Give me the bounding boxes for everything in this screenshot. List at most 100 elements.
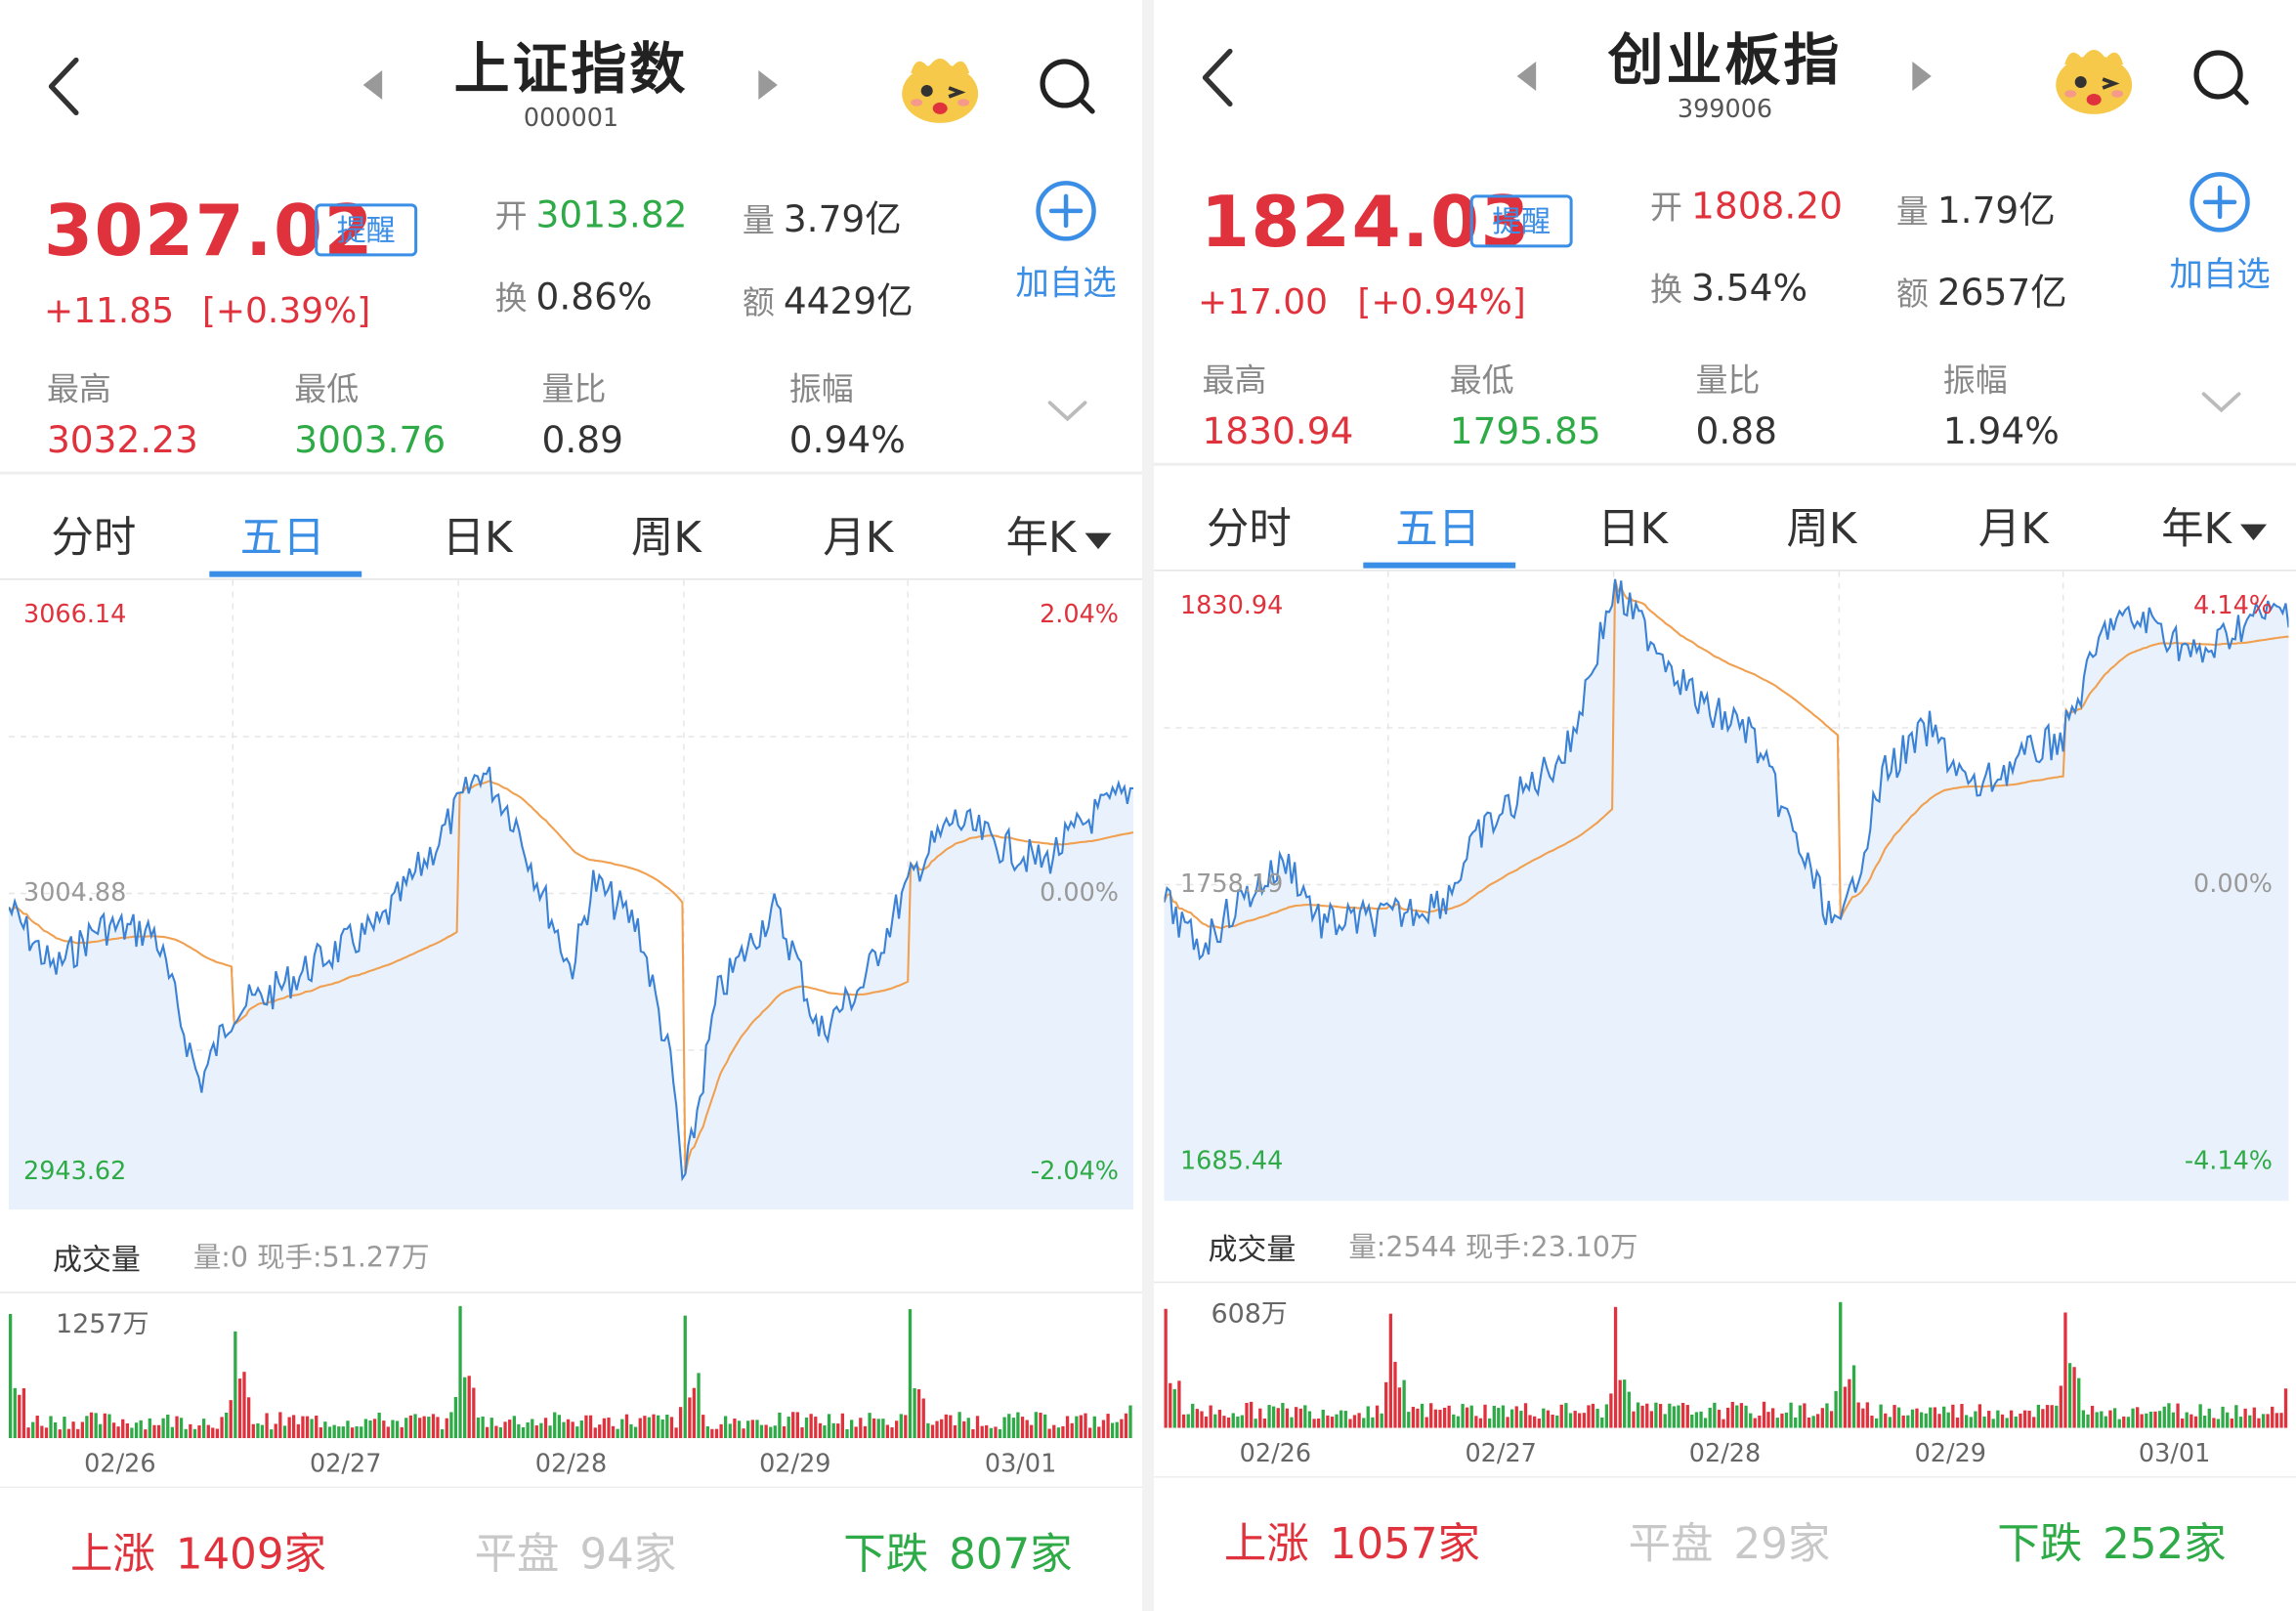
sub-stat-high-value: 1830.94	[1202, 409, 1354, 453]
tab-weekly-k[interactable]: 周K	[630, 512, 702, 563]
volume-bar	[607, 1417, 611, 1439]
volume-bar	[1231, 1413, 1235, 1428]
volume-bar	[1856, 1402, 1860, 1428]
volume-bar	[246, 1397, 251, 1439]
volume-bar	[593, 1427, 597, 1439]
tab-monthly-k[interactable]: 月K	[823, 512, 894, 563]
volume-bar	[2238, 1417, 2243, 1428]
tab-intraday[interactable]: 分时	[51, 512, 137, 563]
price-chart[interactable]	[1164, 571, 2289, 1202]
price-change-pct: [+0.39%]	[201, 289, 371, 331]
volume-bar	[152, 1424, 156, 1439]
volume-bar	[913, 1387, 916, 1439]
back-arrow-icon[interactable]	[44, 56, 85, 117]
chart-mid-right-label: 0.00%	[2193, 869, 2274, 900]
volume-bar	[1362, 1418, 1366, 1428]
volume-bar	[1456, 1416, 1461, 1428]
volume-bar	[1942, 1406, 1946, 1428]
volume-bar	[2059, 1385, 2062, 1428]
sub-stat-low-label: 最低	[294, 371, 360, 409]
volume-bar	[2104, 1416, 2107, 1428]
volume-bar	[2136, 1407, 2140, 1428]
tab-weekly-k[interactable]: 周K	[1786, 503, 1857, 554]
stat-volume: 量 3.79亿	[742, 197, 902, 240]
volume-bar	[2036, 1404, 2041, 1428]
price-line	[1164, 578, 2289, 961]
add-watchlist-button[interactable]: 加自选	[2161, 170, 2278, 296]
volume-bar	[386, 1426, 390, 1439]
chart-top-right-label: 2.04%	[1040, 600, 1120, 630]
volume-bar	[1236, 1416, 1240, 1428]
volume-bar	[350, 1427, 355, 1439]
price-chart[interactable]	[8, 579, 1134, 1210]
tab-five-day[interactable]: 五日	[1395, 503, 1481, 554]
prev-index-icon[interactable]	[362, 69, 383, 100]
chevron-down-icon[interactable]	[2199, 390, 2243, 422]
mascot-icon[interactable]	[896, 47, 984, 132]
tab-monthly-k[interactable]: 月K	[1977, 503, 2049, 554]
volume-bar	[1829, 1411, 1834, 1428]
active-tab-indicator	[1363, 562, 1516, 569]
volume-bar	[598, 1424, 602, 1439]
volume-bar	[498, 1427, 503, 1439]
alert-button[interactable]: 提醒	[1469, 194, 1573, 248]
volume-bar	[624, 1414, 629, 1439]
volume-bar	[1771, 1408, 1775, 1428]
unchanged-count: 平盘 29家	[1628, 1518, 1831, 1569]
volume-bar	[1749, 1413, 1753, 1428]
volume-bar	[1181, 1414, 1186, 1428]
volume-bar	[139, 1420, 143, 1439]
volume-bar	[831, 1422, 835, 1439]
volume-bar	[697, 1373, 701, 1439]
next-index-icon[interactable]	[1912, 61, 1932, 91]
tab-yearly-k[interactable]: 年K	[978, 504, 1139, 566]
volume-bar	[1780, 1413, 1784, 1428]
back-arrow-icon[interactable]	[1198, 47, 1239, 108]
volume-bar	[99, 1423, 103, 1439]
tab-yearly-k[interactable]: 年K	[2134, 495, 2295, 557]
mascot-icon[interactable]	[2050, 38, 2138, 123]
volume-bar	[534, 1425, 538, 1439]
volume-bar	[1523, 1403, 1528, 1428]
volume-bar	[2185, 1412, 2189, 1428]
volume-bar	[1052, 1424, 1056, 1439]
volume-bar	[1271, 1406, 1276, 1428]
volume-bar	[660, 1419, 664, 1439]
alert-button[interactable]: 提醒	[315, 203, 418, 257]
volume-bar	[2275, 1413, 2279, 1428]
volume-bar	[1411, 1407, 1416, 1428]
prev-index-icon[interactable]	[1516, 61, 1537, 91]
volume-bar	[2271, 1406, 2275, 1428]
volume-bar	[315, 1416, 319, 1439]
search-icon[interactable]	[2190, 47, 2252, 108]
volume-bar	[1025, 1420, 1029, 1439]
volume-bar	[719, 1423, 723, 1439]
tab-intraday[interactable]: 分时	[1206, 503, 1292, 554]
volume-bar	[746, 1420, 750, 1439]
price-area	[1164, 578, 2289, 1202]
panel-chinext: 创业板指 399006 1824.03 提醒 +17.00 [+0.94%] 开…	[1153, 0, 2296, 1611]
volume-bar	[1730, 1401, 1734, 1428]
volume-bar	[868, 1413, 872, 1439]
tab-daily-k[interactable]: 日K	[442, 512, 513, 563]
volume-bar	[1807, 1417, 1811, 1428]
add-watchlist-button[interactable]: 加自选	[1007, 179, 1125, 305]
chevron-down-icon[interactable]	[1045, 399, 1089, 431]
tab-five-day[interactable]: 五日	[239, 512, 325, 563]
volume-bar	[1258, 1408, 1262, 1428]
volume-chart[interactable]	[8, 1294, 1133, 1439]
volume-bar	[1604, 1404, 1609, 1428]
volume-chart[interactable]	[1164, 1285, 2288, 1428]
search-icon[interactable]	[1037, 56, 1098, 117]
next-index-icon[interactable]	[758, 69, 778, 100]
volume-bar	[58, 1429, 62, 1439]
volume-bar	[1879, 1404, 1883, 1428]
volume-bar	[1811, 1416, 1815, 1428]
tab-daily-k[interactable]: 日K	[1597, 503, 1669, 554]
volume-bar	[531, 1419, 534, 1439]
volume-bar	[197, 1425, 201, 1439]
volume-bar	[1285, 1408, 1290, 1428]
volume-bar	[310, 1419, 314, 1439]
volume-bar	[2248, 1415, 2252, 1428]
volume-bar	[1632, 1411, 1636, 1428]
